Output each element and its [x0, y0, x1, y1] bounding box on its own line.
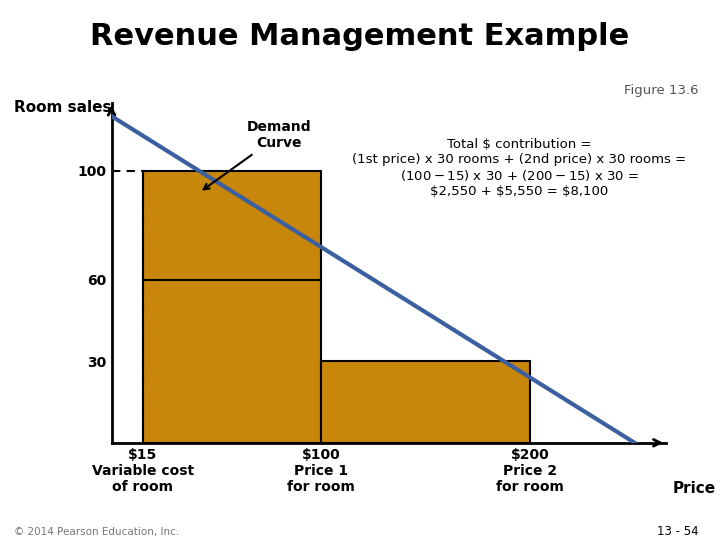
Text: Total $ contribution =
(1st price) x 30 rooms + (2nd price) x 30 rooms =
($100 -: Total $ contribution = (1st price) x 30 …: [353, 138, 687, 198]
Text: 13 - 54: 13 - 54: [657, 524, 698, 538]
Text: © 2014 Pearson Education, Inc.: © 2014 Pearson Education, Inc.: [14, 526, 180, 537]
Bar: [321, 361, 530, 443]
Text: Room sales: Room sales: [14, 100, 112, 116]
Text: Demand
Curve: Demand Curve: [204, 120, 311, 190]
Text: Revenue Management Example: Revenue Management Example: [91, 22, 629, 51]
Text: Figure 13.6: Figure 13.6: [624, 84, 698, 97]
Bar: [143, 171, 321, 443]
Text: Price: Price: [672, 481, 716, 496]
